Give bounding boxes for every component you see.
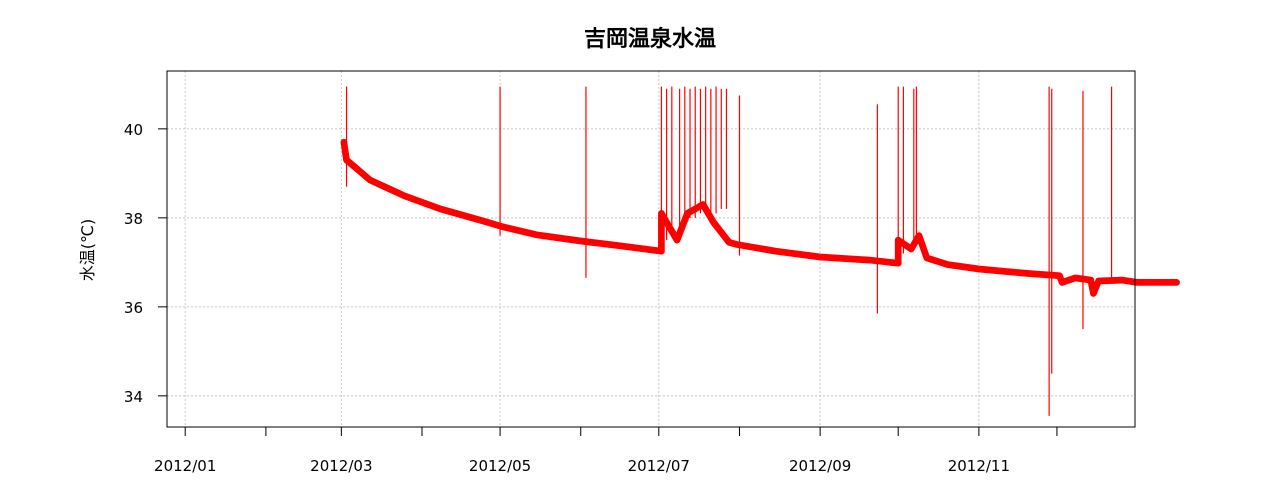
y-axis: 34 36 38 40 — [124, 121, 167, 406]
x-tick-label: 2012/11 — [948, 457, 1010, 475]
x-tick-label: 2012/03 — [310, 457, 372, 475]
x-tick-label: 2012/01 — [154, 457, 216, 475]
chart-title: 吉岡温泉水温 — [584, 26, 716, 52]
y-axis-label: 水温(℃) — [78, 219, 97, 281]
x-axis: 2012/01 2012/03 2012/05 2012/07 2012/09 2012/… — [154, 427, 1058, 475]
plot-frame — [166, 70, 1136, 428]
y-tick-label: 36 — [124, 299, 143, 317]
y-tick-label: 40 — [124, 121, 143, 139]
x-tick-label: 2012/05 — [469, 457, 531, 475]
data-series — [340, 86, 1180, 416]
y-tick-label: 38 — [124, 210, 143, 228]
x-tick-label: 2012/07 — [628, 457, 690, 475]
y-tick-label: 34 — [124, 388, 143, 406]
x-tick-label: 2012/09 — [789, 457, 851, 475]
